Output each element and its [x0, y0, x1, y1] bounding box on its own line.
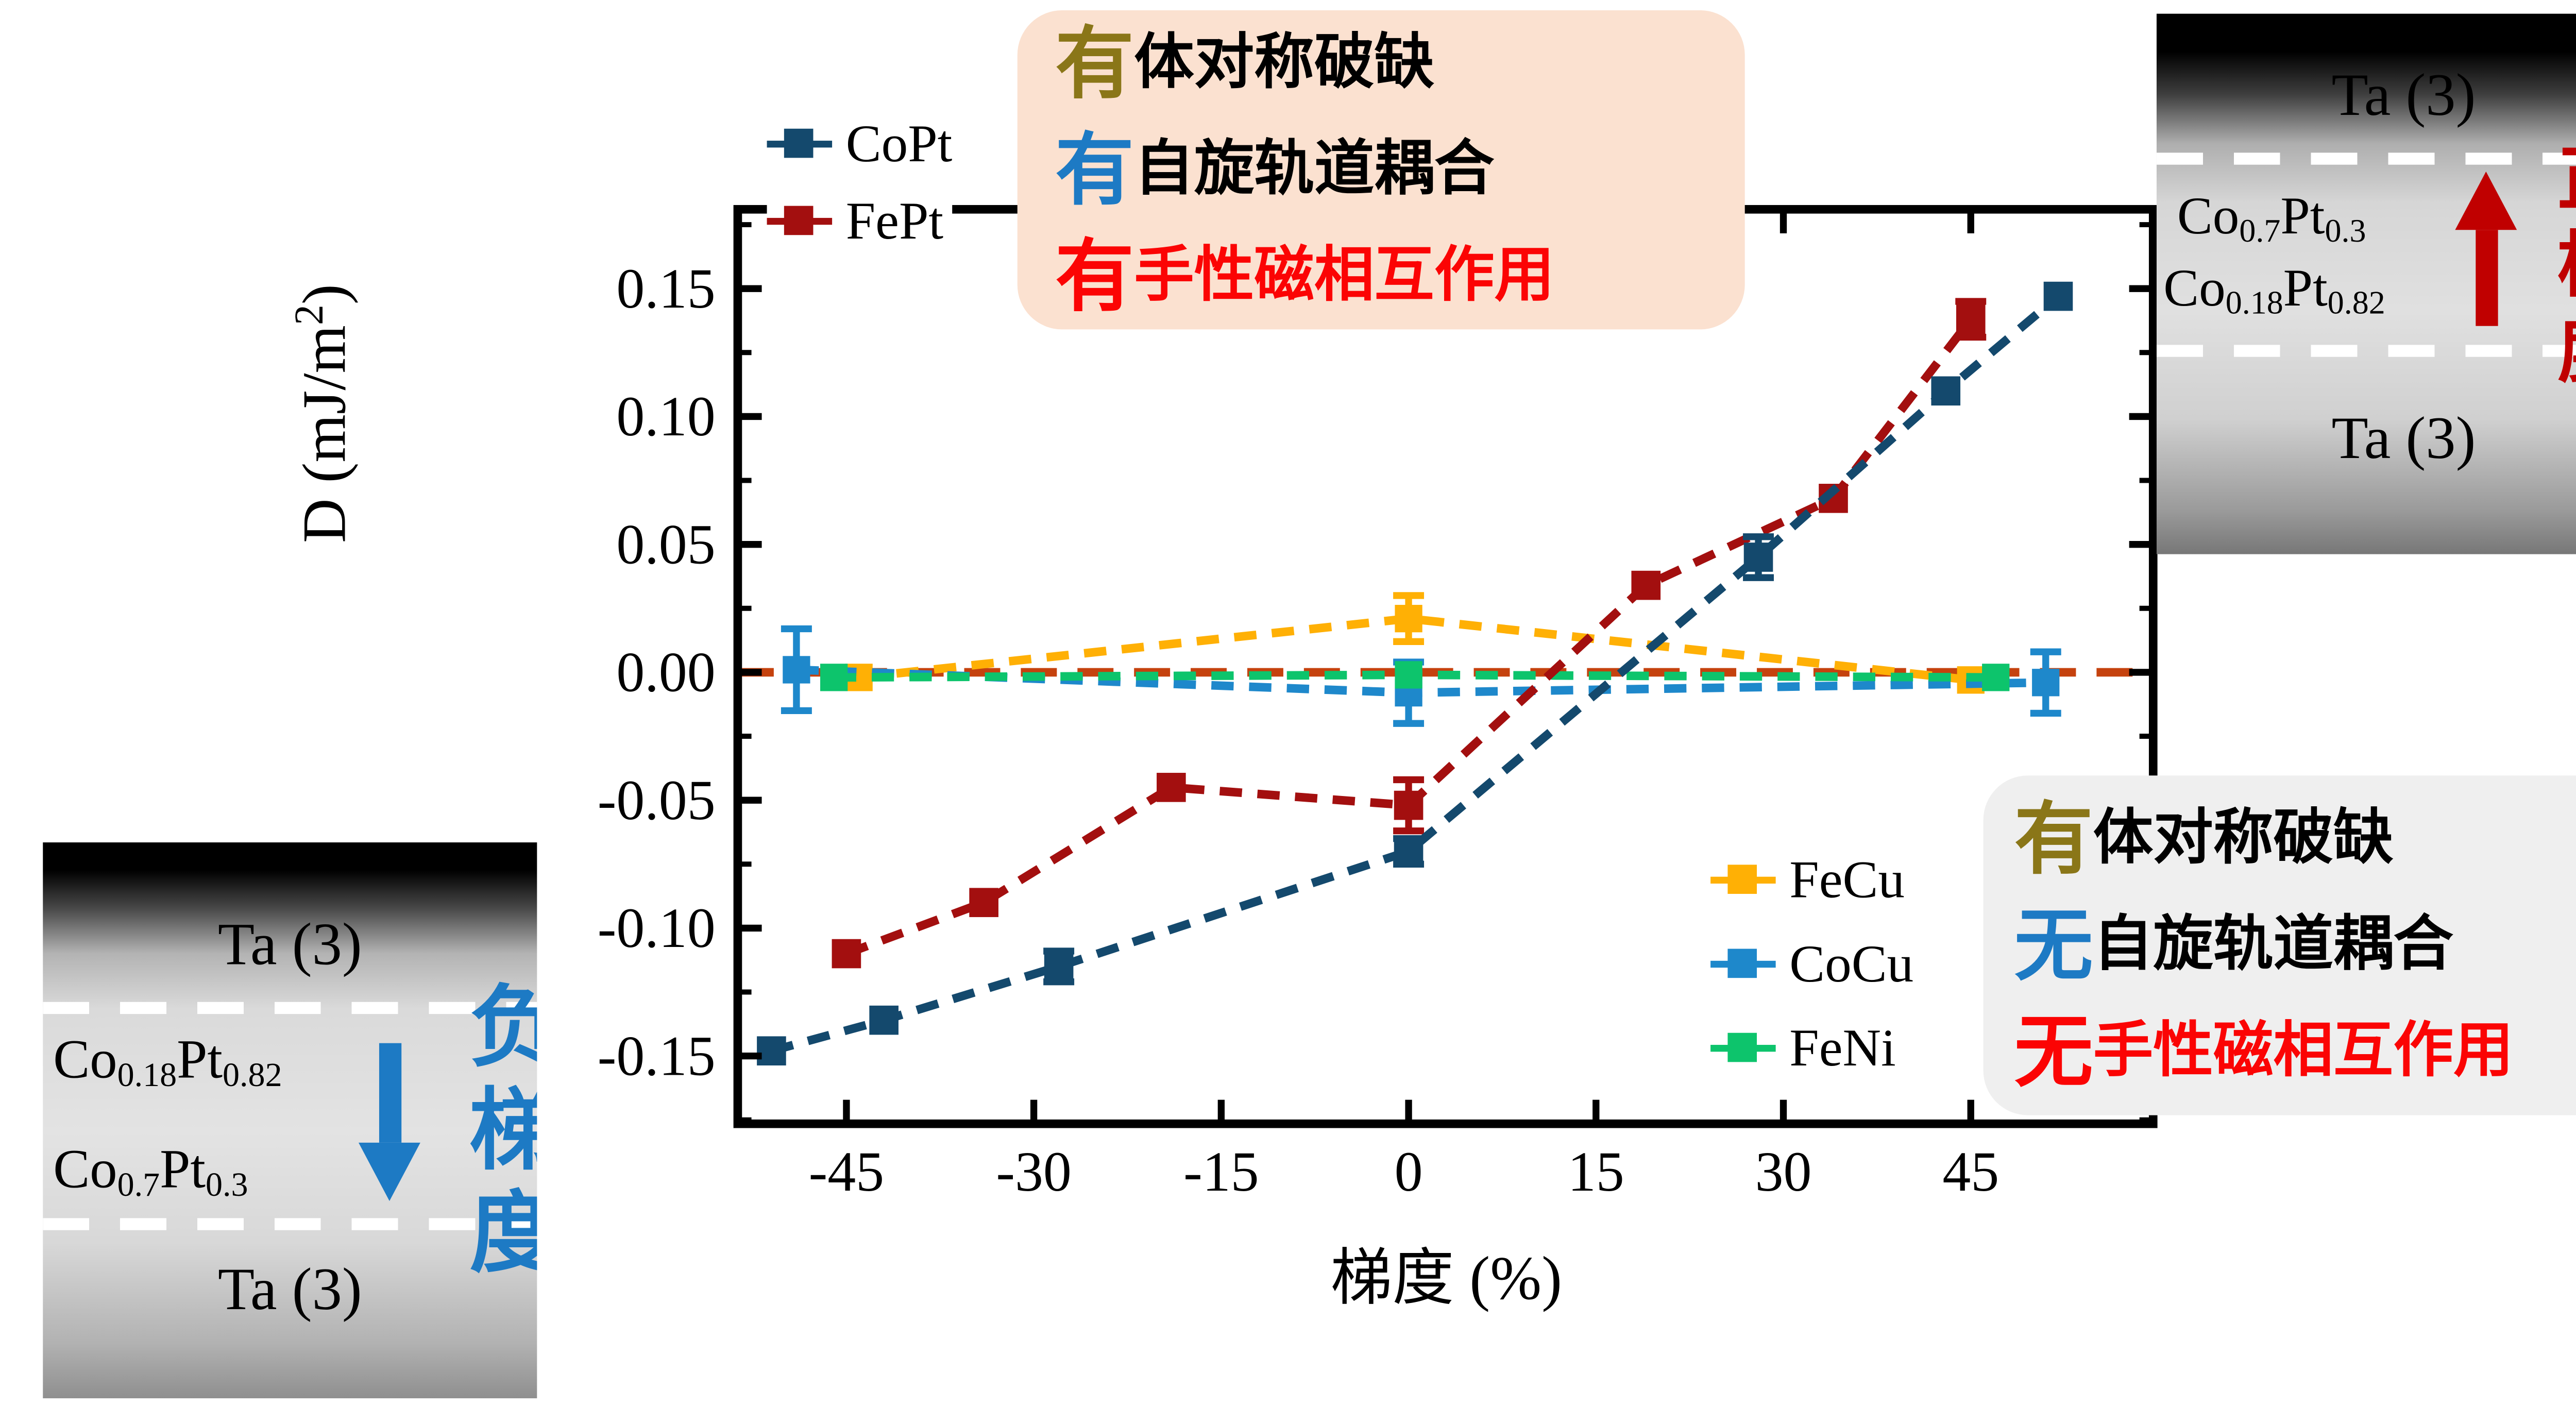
data-point-copt — [757, 1036, 786, 1066]
legend-item-fept: FePt — [767, 182, 953, 259]
fecu-marker-icon — [1710, 863, 1776, 895]
annotation-box-with-dmi: 有体对称破缺有自旋轨道耦合有手性磁相互作用 — [1017, 10, 1745, 330]
positive-gradient-label: 正梯度 — [2548, 141, 2576, 398]
negative-gradient-label: 负梯度 — [454, 979, 537, 1289]
annotation-line: 有体对称破缺 — [2014, 786, 2576, 892]
annotation-line: 有自旋轨道耦合 — [1055, 116, 1745, 223]
annotation-line: 有手性磁相互作用 — [1055, 223, 1745, 329]
inset-positive-gradient-stack: Ta (3) Co0.7Pt0.3 Co0.18Pt0.82 Ta (3) 正梯… — [2156, 13, 2576, 554]
annotation-line: 无自旋轨道耦合 — [2014, 892, 2576, 998]
annotation-line: 无手性磁相互作用 — [2014, 998, 2576, 1105]
annotation-line: 有体对称破缺 — [1055, 10, 1745, 116]
interface-dashed-line — [2156, 345, 2576, 357]
fept-marker-icon — [767, 205, 833, 236]
annotation-text: 自旋轨道耦合 — [2093, 911, 2454, 978]
x-tick-label: 0 — [1395, 1140, 1423, 1203]
y-axis-label-superscript: 2 — [288, 304, 333, 326]
y-tick-label: 0.10 — [616, 385, 715, 448]
layer-label-copt-rich-co: Co0.7Pt0.3 — [2177, 185, 2366, 250]
legend-label: CoPt — [845, 113, 953, 174]
y-tick-label: -0.15 — [598, 1024, 716, 1087]
data-point-fept — [1631, 570, 1661, 600]
inset-negative-gradient-stack: Ta (3) Co0.18Pt0.82 Co0.7Pt0.3 Ta (3) 负梯… — [43, 842, 537, 1399]
data-point-fept — [1956, 304, 1986, 334]
copt-marker-icon — [767, 128, 833, 159]
layer-label-ta-top: Ta (3) — [217, 911, 362, 978]
data-point-feni — [820, 664, 848, 691]
annotation-text: 体对称破缺 — [1134, 29, 1435, 96]
legend-label: FeNi — [1789, 1017, 1896, 1078]
feni-marker-icon — [1710, 1032, 1776, 1063]
legend-label: FePt — [845, 190, 944, 251]
x-tick-label: -30 — [996, 1140, 1071, 1203]
annotation-lead-char: 有 — [1055, 125, 1134, 215]
interface-dashed-line — [43, 1002, 537, 1014]
legend-item-feni: FeNi — [1710, 1005, 1913, 1089]
x-tick-label: -15 — [1183, 1140, 1259, 1203]
legend-fecu-cocu-feni: FeCu CoCu FeNi — [1710, 837, 1914, 1090]
y-tick-label: -0.10 — [598, 896, 716, 959]
cocu-marker-icon — [1710, 947, 1776, 979]
data-point-fept — [969, 888, 998, 918]
y-axis-label-close: ) — [290, 284, 359, 305]
legend-item-cocu: CoCu — [1710, 921, 1913, 1005]
data-point-fept — [1394, 790, 1423, 820]
annotation-text: 手性磁相互作用 — [2093, 1017, 2514, 1085]
x-tick-label: 30 — [1755, 1140, 1812, 1203]
annotation-lead-char: 有 — [1055, 19, 1134, 108]
data-point-fept — [1157, 773, 1186, 802]
legend-item-copt: CoPt — [767, 105, 953, 182]
y-tick-label: -0.05 — [598, 769, 716, 832]
y-tick-label: 0.15 — [616, 257, 715, 320]
y-tick-label: 0.00 — [616, 641, 715, 704]
y-tick-label: 0.05 — [616, 513, 715, 575]
interface-dashed-line — [2156, 153, 2576, 165]
y-axis-label-text: D (mJ/m — [290, 325, 359, 544]
x-axis-label-cn: 梯度 — [1330, 1242, 1454, 1313]
layer-label-copt-rich-pt: Co0.18Pt0.82 — [53, 1027, 282, 1095]
x-axis-label-unit: (%) — [1454, 1244, 1563, 1313]
data-point-cocu — [2032, 669, 2060, 697]
data-point-cocu — [783, 656, 810, 684]
y-axis-label: D (mJ/m2) — [288, 156, 360, 671]
data-point-copt — [1931, 376, 1961, 406]
data-point-fept — [832, 939, 861, 969]
layer-label-ta-top: Ta (3) — [2331, 61, 2476, 129]
annotation-text: 体对称破缺 — [2093, 804, 2394, 872]
data-point-feni — [1395, 661, 1422, 689]
legend-item-fecu: FeCu — [1710, 837, 1913, 921]
data-point-fecu — [1395, 605, 1422, 633]
layer-label-ta-bottom: Ta (3) — [2331, 404, 2476, 472]
annotation-text: 自旋轨道耦合 — [1134, 135, 1495, 202]
data-point-copt — [1394, 837, 1423, 866]
legend-label: FeCu — [1789, 849, 1905, 909]
legend-label: CoCu — [1789, 933, 1914, 994]
layer-label-copt-rich-pt: Co0.18Pt0.82 — [2163, 257, 2385, 323]
interface-dashed-line — [43, 1218, 537, 1230]
x-axis-label: 梯度 (%) — [1189, 1228, 1704, 1317]
annotation-lead-char: 无 — [2014, 1007, 2093, 1096]
x-tick-label: 45 — [1942, 1140, 1999, 1203]
gradient-down-arrow-icon — [358, 1043, 420, 1201]
x-tick-label: 15 — [1568, 1140, 1624, 1203]
annotation-text: 手性磁相互作用 — [1134, 242, 1555, 309]
annotation-box-without-dmi: 有体对称破缺无自旋轨道耦合无手性磁相互作用 — [1983, 775, 2576, 1115]
legend-copt-fept: CoPt FePt — [767, 105, 953, 259]
annotation-lead-char: 有 — [2014, 794, 2093, 884]
layer-label-copt-rich-co: Co0.7Pt0.3 — [53, 1137, 248, 1205]
layer-label-ta-bottom: Ta (3) — [217, 1256, 362, 1323]
data-point-feni — [1982, 664, 2010, 691]
data-point-copt — [1743, 543, 1773, 572]
annotation-lead-char: 有 — [1055, 231, 1134, 321]
data-point-copt — [2043, 281, 2073, 311]
data-point-copt — [869, 1005, 899, 1035]
annotation-lead-char: 无 — [2014, 901, 2093, 990]
x-tick-label: -45 — [809, 1140, 884, 1203]
data-point-copt — [1044, 952, 1074, 981]
gradient-up-arrow-icon — [2455, 172, 2517, 326]
